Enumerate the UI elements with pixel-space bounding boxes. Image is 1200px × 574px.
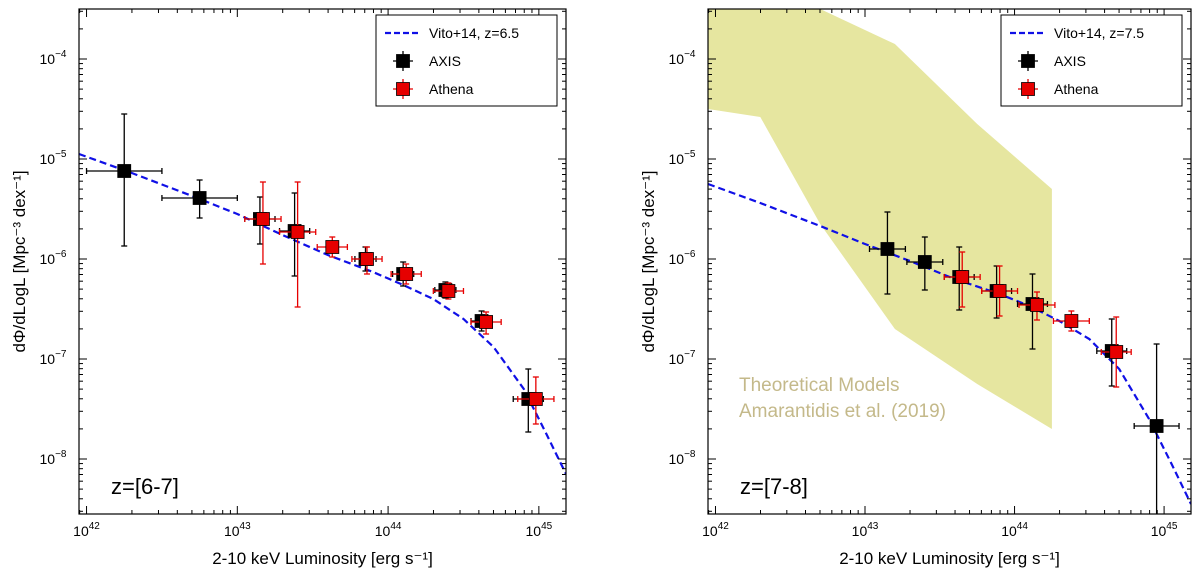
athena-data-point [390, 263, 422, 285]
vito14-model-line [708, 182, 1191, 505]
legend-label: Vito+14, z=7.5 [1054, 25, 1144, 41]
right-panel: 1042 1043 1044 1045 10−8 10−7 10−6 10−5 10−4 2-10… [639, 8, 1192, 568]
x-tick-label: 1042 [702, 521, 729, 539]
y-tick-label: 10−8 [669, 449, 696, 467]
y-tick-label: 10−8 [40, 449, 67, 467]
x-axis-label: 2-10 keV Luminosity [erg s⁻¹] [212, 549, 433, 568]
axis-data-point [161, 179, 238, 219]
athena-marker [290, 225, 305, 239]
athena-data-point [1018, 291, 1056, 321]
athena-marker [528, 392, 543, 406]
axis-marker [917, 255, 932, 269]
theoretical-models-annotation: Amarantidis et al. (2019) [739, 401, 946, 422]
plot-area [708, 9, 1191, 514]
legend-entry: AXIS [393, 51, 461, 71]
athena-series [244, 181, 555, 425]
legend-label: AXIS [429, 53, 461, 69]
axis-marker [192, 191, 207, 205]
legend-entry: Vito+14, z=6.5 [385, 25, 519, 41]
x-tick-label: 1043 [224, 521, 251, 539]
legend-marker-swatch [1021, 54, 1035, 68]
theoretical-models-annotation: Theoretical Models [739, 375, 900, 396]
athena-data-point [1052, 310, 1090, 332]
x-tick-label: 1045 [526, 521, 553, 539]
y-tick-label: 10−4 [40, 49, 67, 67]
athena-data-point [1100, 316, 1132, 388]
athena-data-point [244, 181, 282, 265]
legend: Vito+14, z=6.5 AXIS Athena [375, 14, 558, 107]
y-axis-label: dΦ/dLogL [Mpc⁻³ dex⁻¹] [639, 170, 658, 352]
axis-marker [117, 164, 132, 178]
axis-data-point [85, 113, 163, 247]
athena-data-point [316, 236, 349, 258]
x-tick-label: 1043 [852, 521, 879, 539]
athena-data-point [943, 251, 981, 308]
y-tick-label: 10−7 [40, 349, 67, 367]
axis-series [85, 113, 545, 433]
athena-marker [325, 240, 340, 254]
x-axis-label: 2-10 keV Luminosity [erg s⁻¹] [839, 549, 1060, 568]
axis-marker [1149, 419, 1164, 433]
y-tick-label: 10−6 [40, 249, 67, 267]
left-panel: 1042 1043 1044 1045 10−8 10−7 10−6 10−5 10−4 2-10… [10, 8, 567, 568]
x-tick-label: 1044 [1001, 521, 1028, 539]
athena-data-point [351, 246, 383, 275]
athena-marker [256, 212, 270, 226]
legend-marker-swatch [1021, 82, 1035, 96]
axis-marker [880, 242, 895, 256]
legend-label: Athena [1054, 81, 1099, 97]
athena-data-point [981, 265, 1019, 317]
legend-entry: AXIS [1018, 51, 1086, 71]
athena-marker [992, 284, 1007, 298]
x-tick-label: 1044 [375, 521, 402, 539]
athena-marker [360, 252, 374, 266]
redshift-panel-label: z=[7-8] [740, 474, 808, 499]
plot-area [79, 113, 566, 475]
athena-data-point [470, 311, 502, 335]
theoretical-models-band [708, 9, 1052, 429]
legend-entry: Vito+14, z=7.5 [1010, 25, 1144, 41]
y-tick-label: 10−5 [40, 149, 67, 167]
legend-marker-swatch [396, 54, 410, 68]
athena-marker [479, 315, 493, 329]
athena-data-point [517, 376, 555, 425]
athena-series [943, 251, 1132, 388]
y-tick-label: 10−7 [669, 349, 696, 367]
redshift-panel-label: z=[6-7] [111, 474, 179, 499]
athena-data-point [278, 181, 317, 308]
y-axis-label: dΦ/dLogL [Mpc⁻³ dex⁻¹] [10, 170, 29, 352]
y-tick-label: 10−5 [669, 149, 696, 167]
legend-entry: Athena [1018, 79, 1099, 99]
x-tick-label: 1045 [1151, 521, 1178, 539]
legend-label: Athena [429, 81, 474, 97]
axis-data-point [868, 211, 907, 295]
y-tick-label: 10−6 [669, 249, 696, 267]
athena-marker [1064, 314, 1079, 328]
plot-frame [707, 8, 1192, 515]
legend-marker-swatch [396, 82, 410, 96]
legend: Vito+14, z=7.5 AXIS Athena [1000, 14, 1183, 107]
athena-data-point [432, 282, 465, 300]
legend-label: AXIS [1054, 53, 1086, 69]
plot-frame [78, 8, 567, 515]
athena-marker [399, 267, 414, 281]
athena-marker [955, 270, 970, 284]
legend-entry: Athena [393, 79, 474, 99]
legend-label: Vito+14, z=6.5 [429, 25, 519, 41]
x-tick-label: 1042 [73, 521, 100, 539]
axis-data-point [1133, 343, 1180, 514]
vito14-model-line [79, 152, 566, 475]
ticks [79, 9, 566, 514]
athena-marker [1030, 298, 1044, 312]
athena-marker [441, 284, 456, 298]
athena-marker [1109, 345, 1124, 359]
axis-data-point [906, 236, 944, 291]
y-tick-label: 10−4 [669, 49, 696, 67]
